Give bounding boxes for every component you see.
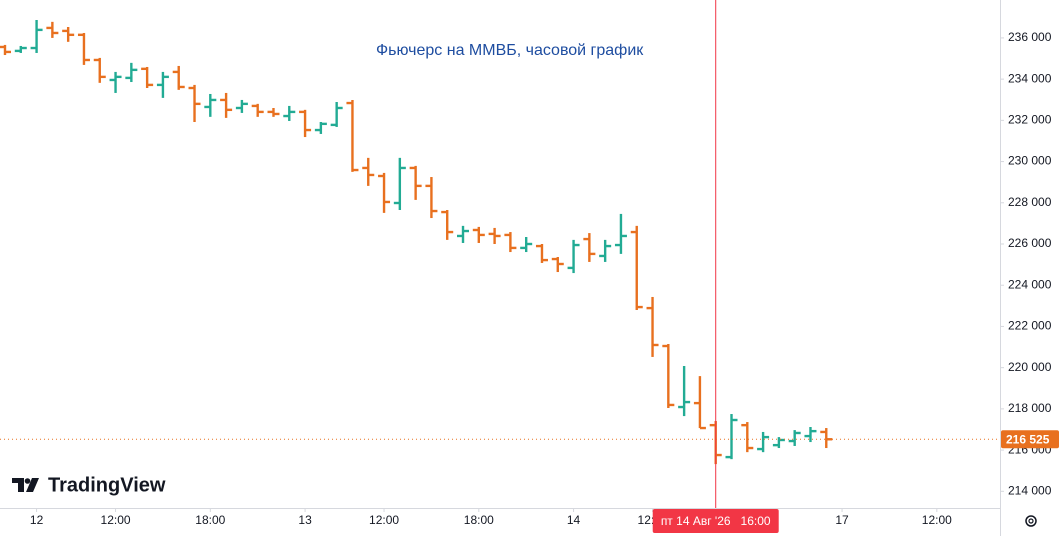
y-tick-label: 220 000 (1008, 360, 1052, 374)
ohlc-bar (330, 102, 343, 127)
ohlc-bar (599, 239, 612, 262)
y-tick-label: 218 000 (1008, 401, 1052, 415)
y-tick-label: 214 000 (1008, 483, 1052, 497)
ohlc-bar (141, 66, 154, 88)
ohlc-bar (504, 232, 517, 253)
ohlc-bar (299, 109, 312, 138)
ohlc-bar (662, 343, 675, 409)
y-tick-label: 224 000 (1008, 277, 1052, 291)
x-tick-label: 17 (835, 513, 849, 527)
ohlc-bar (109, 71, 122, 93)
ohlc-bar (409, 165, 422, 200)
ohlc-bar (425, 177, 438, 219)
ohlc-bar (788, 430, 801, 446)
crosshair-label: пт 14 Авг '26 16:00 (661, 514, 771, 528)
ohlc-bar (757, 431, 770, 453)
ohlc-bar (393, 157, 406, 211)
y-tick-label: 222 000 (1008, 319, 1052, 333)
ohlc-bar (14, 45, 27, 53)
ohlc-bar (314, 122, 327, 134)
x-tick-label: 14 (567, 513, 581, 527)
ohlc-bar (457, 225, 470, 243)
y-tick-label: 230 000 (1008, 154, 1052, 168)
ohlc-bar (220, 92, 233, 118)
ohlc-bar (551, 256, 564, 273)
price-label-box (1001, 430, 1059, 449)
ohlc-bar (156, 71, 169, 98)
ohlc-bar (614, 213, 627, 254)
ohlc-bar (441, 210, 454, 240)
ohlc-bar (362, 157, 375, 186)
ohlc-bar (46, 21, 59, 38)
ohlc-bar (204, 93, 217, 117)
ohlc-bar (30, 19, 43, 53)
x-tick-label: 18:00 (195, 513, 225, 527)
ohlc-bar (678, 366, 691, 417)
x-tick-label: 13 (298, 513, 312, 527)
ohlc-bar (188, 84, 201, 123)
price-label: 216 525 (1006, 432, 1050, 446)
ohlc-bar (93, 57, 106, 83)
ohlc-bar (235, 99, 248, 113)
x-tick-label: 12:00 (101, 513, 131, 527)
x-tick-label: 12 (30, 513, 44, 527)
crosshair-label-box (652, 509, 779, 533)
settings-button[interactable] (1025, 515, 1037, 527)
ohlc-bar (172, 65, 185, 90)
settings-icon-core[interactable] (1028, 518, 1034, 524)
ohlc-bar (646, 296, 659, 357)
chart-title: Фьючерс на ММВБ, часовой график (376, 42, 644, 59)
ohlc-bar (804, 427, 817, 443)
x-tick-label: 18:00 (464, 513, 494, 527)
ohlc-bar (630, 225, 643, 310)
ohlc-bar (125, 62, 138, 83)
ohlc-bar (520, 236, 533, 253)
ohlc-bar (267, 107, 280, 117)
ohlc-bar (535, 244, 548, 263)
ohlc-bar (62, 26, 75, 42)
ohlc-bar (0, 44, 11, 56)
logo-text: TradingView (48, 474, 166, 496)
ohlc-bar (283, 105, 296, 121)
y-tick-label: 238 000 (1008, 0, 1052, 3)
ohlc-bar (741, 422, 754, 453)
ohlc-bar (346, 99, 359, 172)
ohlc-bar (820, 428, 833, 449)
ohlc-bar (378, 172, 391, 213)
y-tick-label: 234 000 (1008, 71, 1052, 85)
ohlc-bar (583, 233, 596, 262)
y-tick-label: 228 000 (1008, 195, 1052, 209)
y-tick-label: 232 000 (1008, 113, 1052, 127)
logo: TradingView (12, 474, 166, 496)
ohlc-bar (472, 226, 485, 243)
ohlc-bar (693, 376, 706, 430)
settings-icon[interactable] (1025, 515, 1037, 527)
ohlc-bar (772, 437, 785, 449)
ohlc-bar (725, 414, 738, 460)
ohlc-bar (251, 103, 264, 117)
ohlc-bar (488, 227, 501, 245)
x-tick-label: 12:00 (369, 513, 399, 527)
x-tick-label: 12:00 (922, 513, 952, 527)
logo-icon (12, 478, 39, 492)
logo-dot (24, 478, 31, 484)
ohlc-bar (567, 239, 580, 274)
y-tick-label: 236 000 (1008, 30, 1052, 44)
ohlc-bar (77, 32, 90, 65)
y-tick-label: 226 000 (1008, 236, 1052, 250)
